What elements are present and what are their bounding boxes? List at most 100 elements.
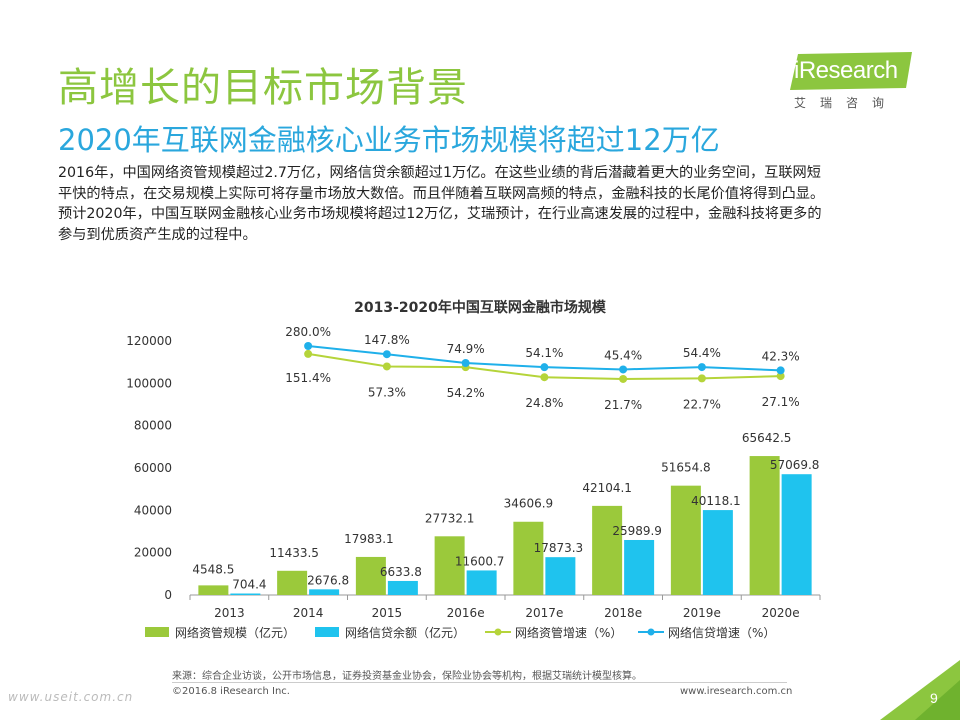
- x-tick-label: 2016e: [447, 606, 485, 620]
- legend-label: 网络资管规模（亿元）: [175, 625, 295, 640]
- x-tick-label: 2019e: [683, 606, 721, 620]
- y-tick-label: 120000: [126, 334, 172, 348]
- page-number: 9: [930, 690, 938, 706]
- asset-growth-point: [697, 374, 706, 383]
- bar-online-lending: [545, 557, 576, 595]
- bar-data-label: 42104.1: [582, 481, 632, 495]
- x-tick-label: 2013: [214, 606, 245, 620]
- asset-growth-label: 24.8%: [525, 396, 563, 410]
- bar-asset-management: [434, 536, 465, 595]
- bar-data-label: 704.4: [232, 578, 266, 592]
- asset-growth-label: 57.3%: [368, 385, 406, 399]
- legend-swatch-marker: [494, 628, 502, 636]
- bar-asset-management: [592, 505, 623, 595]
- x-tick-label: 2020e: [762, 606, 800, 620]
- y-tick-label: 80000: [134, 419, 172, 433]
- asset-growth-label: 22.7%: [683, 397, 721, 411]
- bar-data-label: 27732.1: [425, 511, 475, 525]
- description-line: 平快的特点，在交易规模上实际可将存量市场放大数倍。而且伴随着互联网高频的特点，金…: [58, 185, 825, 202]
- bar-data-label: 25989.9: [612, 524, 662, 538]
- bar-data-label: 11600.7: [455, 554, 505, 568]
- asset-growth-point: [382, 362, 391, 371]
- lending-growth-point: [619, 365, 628, 374]
- bar-data-label: 40118.1: [691, 494, 741, 508]
- bar-data-label: 6633.8: [380, 565, 422, 579]
- chart-title: 2013-2020年中国互联网金融市场规模: [354, 299, 607, 316]
- bar-asset-management: [513, 521, 544, 595]
- bar-data-label: 17983.1: [344, 532, 394, 546]
- lending-growth-label: 45.4%: [604, 348, 642, 362]
- bar-online-lending: [702, 510, 733, 595]
- bar-data-label: 51654.8: [661, 461, 711, 475]
- bar-data-label: 65642.5: [742, 431, 792, 445]
- asset-growth-point: [540, 373, 549, 382]
- market-size-chart: 2013-2020年中国互联网金融市场规模 120000 100000 80000 60…: [126, 299, 821, 640]
- copyright-text: ©2016.8 iResearch Inc.: [172, 686, 290, 697]
- footer-divider: [172, 682, 787, 683]
- bar-online-lending: [466, 570, 497, 595]
- corner-decoration: [880, 660, 960, 720]
- lending-growth-point: [382, 350, 391, 359]
- logo-background: [790, 52, 912, 90]
- lending-growth-label: 74.9%: [447, 342, 485, 356]
- bar-asset-management: [670, 485, 701, 595]
- y-tick-label: 20000: [134, 546, 172, 560]
- legend-label: 网络信贷余额（亿元）: [345, 625, 465, 640]
- lending-growth-label: 280.0%: [285, 325, 331, 339]
- x-tick-label: 2015: [372, 606, 403, 620]
- legend-swatch: [145, 627, 169, 637]
- description-line: 预计2020年，中国互联网金融核心业务市场规模将超过12万亿，艾瑞预计，在行业高…: [58, 206, 822, 222]
- source-note: 来源：综合企业访谈，公开市场信息，证券投资基金业协会，保险业协会等机构，根据艾瑞…: [172, 671, 642, 682]
- asset-growth-point: [619, 374, 628, 383]
- iresearch-logo: iResearch 艾瑞咨询: [790, 52, 915, 112]
- y-tick-label: 60000: [134, 461, 172, 475]
- bar-data-label: 57069.8: [770, 458, 820, 472]
- description-line: 2016年，中国网络资管规模超过2.7万亿，网络信贷余额超过1万亿。在这些业绩的…: [58, 165, 821, 181]
- lending-growth-point: [776, 366, 785, 375]
- watermark-text: www.useit.com.cn: [8, 690, 134, 704]
- asset-growth-label: 27.1%: [762, 395, 800, 409]
- asset-growth-label: 54.2%: [447, 386, 485, 400]
- legend-swatch: [315, 627, 339, 637]
- x-tick-label: 2017e: [525, 606, 563, 620]
- asset-growth-point: [304, 349, 313, 358]
- x-tick-label: 2014: [293, 606, 324, 620]
- bar-data-label: 2676.8: [307, 573, 349, 587]
- page-title: 高增长的目标市场背景: [58, 65, 468, 111]
- description-line: 参与到优质资产生成的过程中。: [58, 226, 257, 243]
- bar-data-label: 4548.5: [192, 562, 234, 576]
- bar-asset-management: [355, 556, 386, 595]
- bar-data-label: 11433.5: [269, 546, 319, 560]
- logo-cn-text: 艾瑞咨询: [794, 96, 899, 110]
- description-text: 2016年，中国网络资管规模超过2.7万亿，网络信贷余额超过1万亿。在这些业绩的…: [58, 163, 918, 245]
- y-tick-label: 0: [164, 588, 172, 602]
- asset-growth-label: 151.4%: [285, 371, 331, 385]
- logo-word: iResearch: [794, 57, 898, 84]
- bar-online-lending: [309, 589, 340, 595]
- x-tick-label: 2018e: [604, 606, 642, 620]
- bar-online-lending: [387, 580, 418, 595]
- page-subtitle: 2020年互联网金融核心业务市场规模将超过12万亿: [58, 123, 720, 157]
- website-text: www.iresearch.com.cn: [680, 686, 793, 697]
- bar-data-label: 17873.3: [534, 541, 584, 555]
- legend-swatch-marker: [647, 628, 655, 636]
- lending-growth-point: [461, 358, 470, 367]
- bar-online-lending: [230, 593, 261, 595]
- legend-label: 网络信贷增速（%）: [668, 625, 775, 640]
- bar-data-label: 34606.9: [504, 497, 554, 511]
- bar-asset-management: [749, 456, 780, 595]
- y-tick-label: 40000: [134, 503, 172, 517]
- lending-growth-point: [697, 363, 706, 372]
- y-tick-label: 100000: [126, 376, 172, 390]
- bar-asset-management: [277, 570, 308, 595]
- lending-growth-label: 54.4%: [683, 346, 721, 360]
- lending-growth-label: 147.8%: [364, 333, 410, 347]
- asset-growth-point: [776, 372, 785, 381]
- lending-growth-label: 42.3%: [762, 349, 800, 363]
- bar-online-lending: [781, 474, 812, 595]
- legend-label: 网络资管增速（%）: [515, 625, 622, 640]
- bar-online-lending: [624, 539, 655, 595]
- lending-growth-label: 54.1%: [525, 346, 563, 360]
- lending-growth-point: [540, 363, 549, 372]
- lending-growth-point: [304, 342, 313, 350]
